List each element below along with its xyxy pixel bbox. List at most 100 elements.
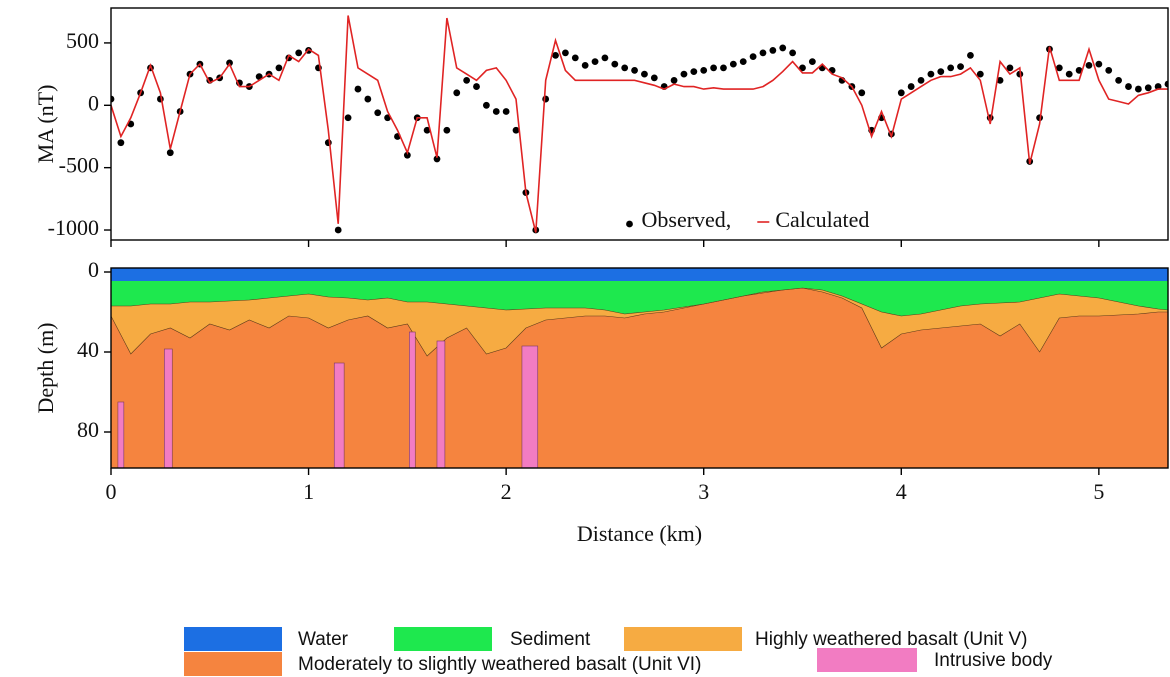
observed-point bbox=[907, 83, 915, 90]
observed-point bbox=[897, 89, 905, 97]
observed-point bbox=[111, 95, 115, 103]
legend-swatch bbox=[624, 627, 742, 651]
observed-point bbox=[542, 95, 550, 103]
observed-point bbox=[1144, 84, 1152, 92]
observed-point bbox=[463, 76, 471, 84]
legend-swatch bbox=[817, 648, 917, 672]
observed-point bbox=[650, 74, 658, 82]
y-tick-label: -500 bbox=[59, 153, 99, 178]
y-axis-label: Depth (m) bbox=[33, 322, 58, 413]
observed-point bbox=[275, 64, 283, 72]
legend-label: Highly weathered basalt (Unit V) bbox=[755, 629, 1027, 650]
observed-point bbox=[492, 108, 500, 115]
observed-point bbox=[858, 89, 866, 97]
plot-frame bbox=[110, 7, 1169, 241]
observed-point bbox=[433, 155, 441, 163]
legend-swatch bbox=[184, 652, 282, 676]
x-tick-label: 0 bbox=[106, 479, 117, 504]
observed-point bbox=[749, 53, 757, 61]
observed-point bbox=[1095, 60, 1103, 68]
observed-point bbox=[443, 126, 451, 134]
y-tick-label: 0 bbox=[88, 90, 99, 115]
legend-label: Intrusive body bbox=[934, 650, 1053, 671]
legend-label: Water bbox=[298, 629, 349, 650]
legend-swatch bbox=[394, 627, 492, 651]
observed-point bbox=[334, 226, 342, 234]
observed-point bbox=[403, 151, 411, 159]
intrusive-body bbox=[409, 331, 416, 468]
x-tick-label: 1 bbox=[303, 479, 314, 504]
observed-point bbox=[1154, 83, 1162, 90]
legend-label: Moderately to slightly weathered basalt … bbox=[298, 654, 701, 675]
observed-point bbox=[769, 47, 777, 54]
observed-point bbox=[917, 76, 925, 84]
observed-point bbox=[502, 108, 510, 115]
intrusive-body bbox=[521, 345, 539, 468]
x-tick-label: 3 bbox=[698, 479, 709, 504]
observed-point bbox=[423, 126, 431, 134]
x-tick-label: 4 bbox=[896, 479, 907, 504]
observed-point bbox=[1055, 64, 1063, 72]
observed-point bbox=[700, 66, 708, 74]
observed-point bbox=[631, 66, 638, 74]
observed-point bbox=[621, 64, 629, 72]
intrusive-body bbox=[436, 340, 446, 468]
observed-point bbox=[512, 126, 520, 134]
observed-point bbox=[799, 64, 806, 72]
plot-area bbox=[111, 15, 1168, 234]
observed-point bbox=[670, 76, 678, 84]
observed-point bbox=[1164, 80, 1168, 88]
observed-point bbox=[117, 139, 125, 147]
observed-point bbox=[601, 54, 609, 62]
observed-point bbox=[374, 109, 382, 117]
plot-area bbox=[111, 268, 1168, 468]
section-panel: 0 40 80 0 1 2 3 4 5 Depth (m) Distance (km) bbox=[33, 257, 1169, 546]
intrusive-body bbox=[117, 401, 125, 468]
y-tick-label: 80 bbox=[77, 417, 99, 442]
plot-frame bbox=[110, 267, 1169, 469]
observed-point bbox=[957, 63, 964, 71]
observed-point bbox=[739, 58, 747, 66]
observed-point bbox=[927, 70, 935, 78]
observed-point bbox=[166, 149, 174, 157]
layer-legend: Water Sediment Highly weathered basalt (Un… bbox=[184, 627, 1053, 676]
observed-point bbox=[1115, 76, 1123, 84]
x-axis-label: Distance (km) bbox=[577, 521, 702, 546]
observed-point bbox=[324, 139, 332, 147]
observed-point bbox=[1134, 85, 1142, 93]
observed-point bbox=[937, 68, 945, 76]
y-axis-label: MA (nT) bbox=[33, 85, 58, 164]
intrusive-body bbox=[333, 362, 345, 468]
observed-point bbox=[1085, 61, 1093, 69]
observed-point bbox=[808, 58, 816, 66]
y-tick-label: -1000 bbox=[48, 215, 99, 240]
observed-point bbox=[996, 76, 1004, 84]
observed-point bbox=[344, 114, 352, 122]
observed-point bbox=[453, 89, 461, 97]
legend-label: Calculated bbox=[775, 207, 869, 232]
observed-point bbox=[641, 70, 648, 78]
observed-point bbox=[1006, 64, 1014, 72]
observed-point bbox=[759, 49, 767, 57]
observed-point bbox=[947, 64, 955, 72]
y-tick-label: 500 bbox=[66, 28, 99, 53]
intrusive-body bbox=[164, 348, 173, 468]
observed-point bbox=[611, 60, 619, 68]
observed-point bbox=[789, 49, 797, 57]
observed-point bbox=[976, 70, 984, 78]
observed-point bbox=[364, 95, 372, 103]
observed-point bbox=[473, 83, 480, 90]
observed-point bbox=[591, 58, 599, 66]
magnetic-panel: Observed, Calculated -1000 -500 0 500 MA (nT) bbox=[33, 7, 1169, 247]
observed-point bbox=[1065, 70, 1073, 78]
observed-point bbox=[581, 61, 589, 69]
observed-point bbox=[1105, 66, 1113, 74]
y-tick-label: 40 bbox=[77, 337, 99, 362]
observed-point bbox=[552, 51, 559, 59]
x-tick-label: 2 bbox=[501, 479, 512, 504]
calculated-line bbox=[111, 15, 1168, 233]
observed-point bbox=[710, 64, 717, 72]
observed-point bbox=[779, 44, 787, 52]
observed-point bbox=[482, 101, 490, 109]
legend-label: Observed, bbox=[642, 207, 732, 232]
